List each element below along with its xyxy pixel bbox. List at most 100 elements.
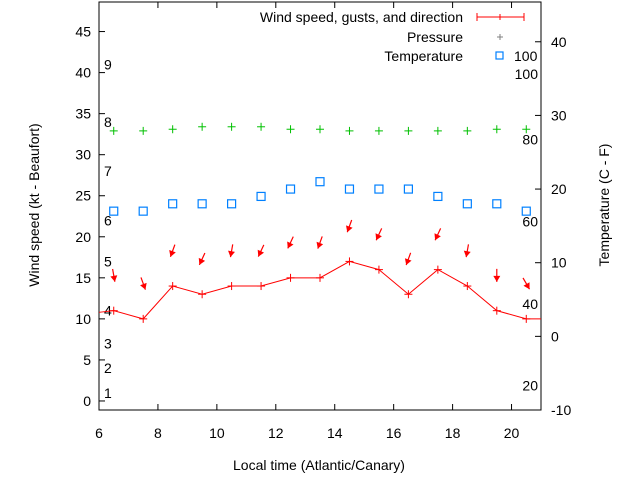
- wind-point: [404, 290, 413, 299]
- y-axis-label: Wind speed (kt - Beaufort): [26, 123, 42, 286]
- beaufort-label: 8: [104, 114, 112, 130]
- wind-point: [139, 314, 148, 323]
- wind-direction-arrow: [110, 268, 118, 282]
- chart-marks: [98, 122, 541, 323]
- wind-direction-arrow: [316, 236, 324, 249]
- y2-tick-label: 20: [551, 181, 567, 197]
- temperature-point: [492, 199, 502, 209]
- temperature-point: [256, 191, 266, 202]
- y2-axis-label: Temperature (C - F): [596, 144, 612, 267]
- wind-direction-arrow: [522, 277, 531, 290]
- y2-tick-label: 40: [551, 34, 567, 50]
- wind-point: [463, 282, 472, 291]
- temperature-point: [138, 206, 148, 216]
- y-tick-label: 10: [75, 311, 91, 327]
- y-tick-label: 35: [75, 106, 91, 122]
- legend-pressure-marker: [497, 34, 503, 40]
- wind-arrow-head: [316, 241, 324, 249]
- wind-arrow-head: [228, 250, 235, 258]
- wind-direction-arrow: [375, 228, 383, 241]
- wind-direction-arrow: [346, 219, 353, 233]
- beaufort-label: 6: [104, 212, 112, 228]
- wind-arrow-head: [287, 241, 294, 249]
- fahrenheit-label: 100: [515, 66, 539, 82]
- wind-point: [522, 314, 531, 323]
- wind-direction-arrow: [228, 244, 235, 258]
- wind-arrow-head: [169, 250, 176, 257]
- y-tick-label: 15: [75, 270, 91, 286]
- wind-point: [257, 282, 266, 291]
- wind-arrow-head: [523, 282, 530, 290]
- wind-arrow-head: [140, 282, 147, 290]
- temperature-point: [521, 206, 531, 216]
- legend-temperature-extra: 100: [514, 48, 538, 64]
- pressure-point: [463, 126, 472, 135]
- temperature-point: [374, 184, 384, 194]
- beaufort-label: 4: [104, 303, 112, 319]
- wind-arrow-head: [463, 250, 471, 258]
- beaufort-label: 2: [104, 360, 112, 376]
- pressure-point: [286, 125, 295, 134]
- pressure-point: [227, 122, 236, 131]
- wind-point: [492, 306, 501, 315]
- wind-direction-arrow: [493, 268, 501, 282]
- wind-direction-arrow: [463, 244, 471, 258]
- fahrenheit-label: 20: [522, 378, 538, 394]
- y-tick-label: 20: [75, 229, 91, 245]
- temperature-point: [315, 177, 325, 187]
- legend-wind-marker: [497, 14, 503, 20]
- legend-temperature-label: Temperature: [384, 48, 463, 64]
- pressure-point: [168, 125, 177, 134]
- y-tick-label: 25: [75, 188, 91, 204]
- x-tick-label: 18: [445, 425, 461, 441]
- fahrenheit-label: 60: [522, 213, 538, 229]
- wind-arrow-head: [198, 257, 206, 265]
- temperature-point: [433, 191, 443, 202]
- x-tick-label: 6: [95, 425, 103, 441]
- y2-tick-label: -10: [551, 402, 571, 418]
- wind-direction-arrow: [169, 244, 176, 258]
- pressure-point: [139, 126, 148, 135]
- temperature-point: [344, 184, 355, 194]
- x-tick-label: 20: [504, 425, 520, 441]
- temperature-point: [109, 206, 119, 216]
- pressure-point: [109, 126, 118, 135]
- wind-speed-line: [98, 260, 541, 320]
- plot-border: [98, 1, 542, 411]
- wind-arrow-head: [375, 233, 382, 241]
- wind-direction-arrow: [287, 236, 294, 249]
- y-tick-label: 45: [75, 24, 91, 40]
- wind-point: [198, 290, 207, 299]
- temperature-point: [168, 199, 178, 209]
- beaufort-label: 9: [104, 56, 112, 72]
- x-tick-label: 14: [327, 425, 343, 441]
- x-tick-label: 8: [154, 425, 162, 441]
- beaufort-label: 5: [104, 253, 112, 269]
- legend-pressure-label: Pressure: [407, 29, 463, 45]
- wind-arrow-head: [404, 258, 412, 266]
- temperature-point: [403, 184, 413, 194]
- fahrenheit-label: 40: [522, 296, 538, 312]
- x-tick-label: 16: [386, 425, 402, 441]
- wind-point: [345, 257, 354, 266]
- pressure-point: [345, 126, 354, 135]
- pressure-point: [257, 122, 266, 131]
- temperature-point: [227, 199, 237, 209]
- wind-direction-arrow: [257, 244, 265, 257]
- y-tick-label: 40: [75, 65, 91, 81]
- temperature-point: [197, 199, 207, 209]
- legend-temperature-marker: [495, 51, 504, 60]
- wind-arrow-head: [434, 233, 441, 241]
- wind-point: [286, 273, 295, 282]
- y-tick-label: 0: [83, 393, 91, 409]
- pressure-point: [316, 125, 324, 134]
- pressure-point: [492, 125, 501, 134]
- beaufort-label: 7: [104, 163, 112, 179]
- wind-arrow-head: [493, 275, 501, 282]
- beaufort-label: 1: [104, 385, 112, 401]
- wind-point: [227, 282, 236, 291]
- temperature-point: [285, 184, 296, 194]
- wind-arrow-head: [257, 249, 265, 257]
- wind-direction-arrow: [404, 252, 412, 266]
